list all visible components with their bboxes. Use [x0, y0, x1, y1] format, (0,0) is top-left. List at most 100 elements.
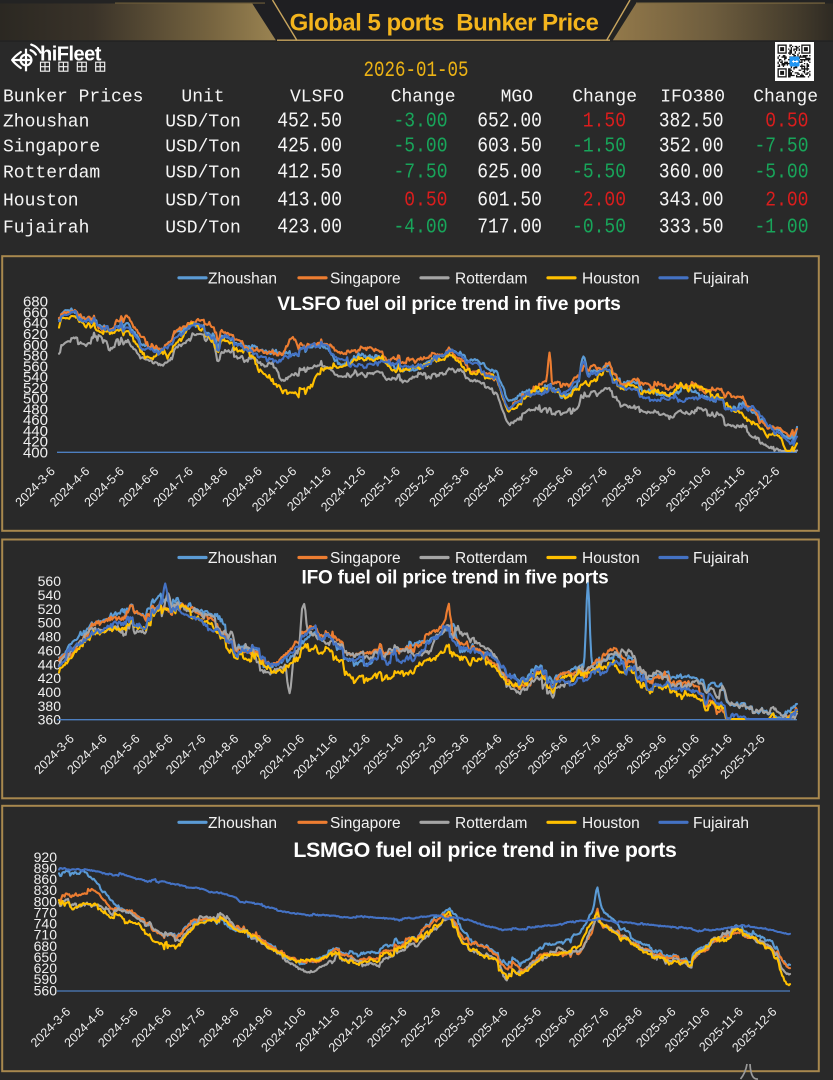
- svg-text:Zhoushan: Zhoushan: [3, 113, 89, 133]
- svg-text:717.00: 717.00: [477, 215, 542, 239]
- svg-text:VLSFO: VLSFO: [290, 88, 344, 108]
- svg-text:1.50: 1.50: [583, 109, 626, 133]
- svg-text:640: 640: [23, 315, 48, 332]
- svg-text:420: 420: [38, 670, 62, 686]
- svg-text:413.00: 413.00: [277, 188, 342, 212]
- svg-text:560: 560: [38, 573, 62, 589]
- svg-text:400: 400: [23, 445, 48, 462]
- svg-text:520: 520: [23, 380, 48, 397]
- svg-text:890: 890: [34, 860, 58, 876]
- svg-text:412.50: 412.50: [277, 160, 342, 184]
- svg-text:USD/Ton: USD/Ton: [165, 138, 241, 158]
- svg-text:-1.00: -1.00: [755, 215, 809, 239]
- svg-text:USD/Ton: USD/Ton: [165, 164, 241, 184]
- svg-text:2026-01-05: 2026-01-05: [364, 58, 469, 84]
- svg-text:601.50: 601.50: [477, 188, 542, 212]
- svg-text:Rotterdam: Rotterdam: [455, 815, 527, 832]
- svg-text:382.50: 382.50: [659, 109, 724, 133]
- svg-text:680: 680: [23, 294, 48, 311]
- svg-text:Singapore: Singapore: [330, 815, 401, 832]
- svg-text:Zhoushan: Zhoushan: [208, 270, 277, 287]
- svg-text:MGO: MGO: [501, 88, 533, 108]
- svg-text:460: 460: [38, 642, 62, 658]
- svg-text:800: 800: [34, 893, 58, 909]
- svg-text:Change: Change: [753, 88, 818, 108]
- svg-text:680: 680: [34, 938, 58, 954]
- svg-text:620: 620: [34, 960, 58, 976]
- svg-text:Rotterdam: Rotterdam: [455, 550, 527, 567]
- svg-text:710: 710: [34, 927, 58, 943]
- svg-text:-0.50: -0.50: [572, 215, 626, 239]
- svg-text:Fujairah: Fujairah: [693, 270, 749, 287]
- svg-text:-3.00: -3.00: [394, 109, 448, 133]
- svg-text:400: 400: [38, 684, 62, 700]
- svg-text:Unit: Unit: [181, 88, 224, 108]
- svg-text:590: 590: [34, 971, 58, 987]
- svg-text:352.00: 352.00: [659, 134, 724, 158]
- svg-text:IFO380: IFO380: [660, 88, 725, 108]
- svg-text:830: 830: [34, 882, 58, 898]
- svg-text:580: 580: [23, 348, 48, 365]
- svg-text:Change: Change: [572, 88, 637, 108]
- svg-text:IFO fuel oil price trend in fi: IFO fuel oil price trend in five ports: [302, 568, 609, 589]
- svg-text:-5.50: -5.50: [572, 160, 626, 184]
- svg-text:452.50: 452.50: [277, 109, 342, 133]
- svg-text:360.00: 360.00: [659, 160, 724, 184]
- svg-text:LSMGO fuel oil price trend in: LSMGO fuel oil price trend in five ports: [293, 838, 676, 862]
- svg-text:560: 560: [34, 982, 58, 998]
- svg-text:-4.00: -4.00: [394, 215, 448, 239]
- svg-text:652.00: 652.00: [477, 109, 542, 133]
- svg-text:740: 740: [34, 916, 58, 932]
- svg-text:Fujairah: Fujairah: [693, 550, 749, 567]
- svg-text:Houston: Houston: [3, 192, 79, 212]
- svg-text:Zhoushan: Zhoushan: [208, 550, 277, 567]
- svg-text:USD/Ton: USD/Ton: [165, 219, 241, 239]
- svg-text:460: 460: [23, 412, 48, 429]
- svg-text:420: 420: [23, 434, 48, 451]
- svg-text:Houston: Houston: [582, 270, 640, 287]
- svg-text:343.00: 343.00: [659, 188, 724, 212]
- svg-text:Houston: Houston: [582, 815, 640, 832]
- svg-text:hiFleet: hiFleet: [40, 44, 102, 66]
- svg-text:920: 920: [34, 849, 58, 865]
- svg-text:480: 480: [23, 401, 48, 418]
- svg-text:650: 650: [34, 949, 58, 965]
- svg-text:0.50: 0.50: [404, 188, 447, 212]
- svg-text:620: 620: [23, 326, 48, 343]
- svg-text:Bunker Prices: Bunker Prices: [3, 88, 143, 108]
- svg-text:600: 600: [23, 337, 48, 354]
- svg-text:USD/Ton: USD/Ton: [165, 192, 241, 212]
- svg-text:Zhoushan: Zhoushan: [208, 815, 277, 832]
- svg-text:2.00: 2.00: [765, 188, 808, 212]
- svg-text:333.50: 333.50: [659, 215, 724, 239]
- svg-text:625.00: 625.00: [477, 160, 542, 184]
- svg-text:360: 360: [38, 712, 62, 728]
- svg-text:500: 500: [38, 615, 62, 631]
- svg-text:Global 5 ports Bunker Price: Global 5 ports Bunker Price: [290, 10, 599, 37]
- svg-text:Fujairah: Fujairah: [693, 815, 749, 832]
- svg-text:480: 480: [38, 629, 62, 645]
- svg-text:540: 540: [38, 587, 62, 603]
- svg-text:-1.50: -1.50: [572, 134, 626, 158]
- svg-text:660: 660: [23, 305, 48, 322]
- svg-text:Singapore: Singapore: [330, 550, 401, 567]
- svg-text:Singapore: Singapore: [330, 270, 401, 287]
- svg-text:380: 380: [38, 698, 62, 714]
- svg-text:500: 500: [23, 391, 48, 408]
- svg-text:-5.00: -5.00: [394, 134, 448, 158]
- svg-text:540: 540: [23, 369, 48, 386]
- svg-text:603.50: 603.50: [477, 134, 542, 158]
- svg-text:440: 440: [38, 656, 62, 672]
- svg-text:Houston: Houston: [582, 550, 640, 567]
- svg-text:-5.00: -5.00: [755, 160, 809, 184]
- svg-text:Change: Change: [391, 88, 456, 108]
- svg-text:425.00: 425.00: [277, 134, 342, 158]
- svg-text:Fujairah: Fujairah: [3, 219, 89, 239]
- svg-text:USD/Ton: USD/Ton: [165, 113, 241, 133]
- svg-text:-7.50: -7.50: [394, 160, 448, 184]
- svg-text:2.00: 2.00: [583, 188, 626, 212]
- svg-text:560: 560: [23, 358, 48, 375]
- svg-text:0.50: 0.50: [765, 109, 808, 133]
- svg-text:440: 440: [23, 423, 48, 440]
- svg-text:Rotterdam: Rotterdam: [3, 164, 100, 184]
